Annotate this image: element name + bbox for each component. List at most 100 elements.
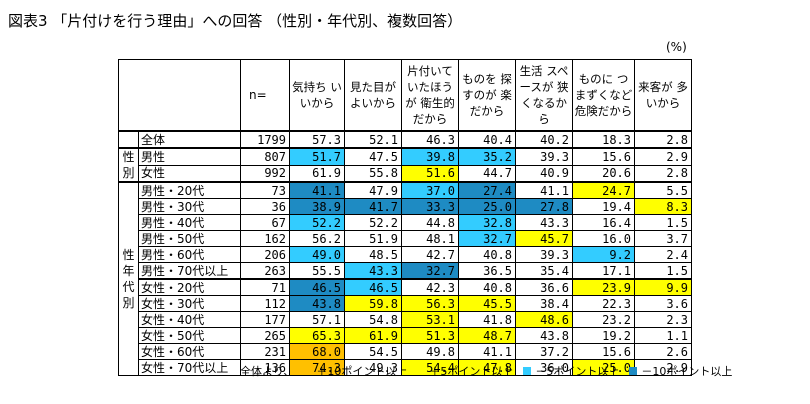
row-label: 女性 bbox=[138, 164, 241, 183]
legend-label-orange: ＋10ポイント以上 bbox=[316, 365, 408, 378]
header-col-7: 来客が 多いから bbox=[634, 59, 692, 132]
value-cell: 33.3 bbox=[401, 198, 459, 215]
value-cell: 39.3 bbox=[515, 147, 573, 166]
value-cell: 15.6 bbox=[572, 343, 635, 360]
value-cell: 74.3 bbox=[289, 359, 345, 376]
value-cell: 42.7 bbox=[401, 246, 459, 263]
value-cell: 49.8 bbox=[401, 343, 459, 360]
value-cell: 51.3 bbox=[401, 327, 459, 344]
value-cell: 53.1 bbox=[401, 311, 459, 328]
legend-label-blue: －10ポイント以上 bbox=[641, 365, 733, 378]
value-cell: 52.1 bbox=[344, 130, 402, 149]
header-col-2: 見た目が よいから bbox=[344, 59, 402, 132]
n-cell: 231 bbox=[240, 343, 290, 360]
row-label: 女性・60代 bbox=[138, 343, 241, 360]
value-cell: 51.7 bbox=[289, 147, 345, 166]
row-label: 女性・50代 bbox=[138, 327, 241, 344]
value-cell: 52.2 bbox=[289, 214, 345, 231]
value-cell: 23.2 bbox=[572, 311, 635, 328]
value-cell: 23.9 bbox=[572, 278, 635, 296]
value-cell: 51.6 bbox=[401, 164, 459, 183]
value-cell: 49.0 bbox=[289, 246, 345, 263]
table-row: 女性・50代 265 65.3 61.9 51.3 48.7 43.8 19.2 1.1 bbox=[119, 327, 692, 344]
n-cell: 206 bbox=[240, 246, 290, 263]
results-table: n= 気持ち いいから 見た目が よいから 片付いて いたほうが 衛生的 だから… bbox=[118, 59, 692, 376]
row-label: 女性・70代以上 bbox=[138, 359, 241, 376]
value-cell: 61.9 bbox=[289, 164, 345, 183]
value-cell: 38.4 bbox=[515, 295, 573, 312]
value-cell: 41.1 bbox=[289, 181, 345, 199]
value-cell: 41.1 bbox=[458, 343, 516, 360]
row-label: 全体 bbox=[138, 130, 241, 149]
table-row: 性 別男性 807 51.7 47.5 39.8 35.2 39.3 15.6 2.9 bbox=[118, 147, 692, 183]
value-cell: 48.5 bbox=[344, 246, 402, 263]
table-row: 全体 1799 57.3 52.1 46.3 40.4 40.2 18.3 2.8 bbox=[118, 130, 692, 149]
value-cell: 9.2 bbox=[572, 246, 635, 263]
value-cell: 19.4 bbox=[572, 198, 635, 215]
value-cell: 32.8 bbox=[458, 214, 516, 231]
n-cell: 263 bbox=[240, 262, 290, 280]
value-cell: 48.7 bbox=[458, 327, 516, 344]
n-cell: 177 bbox=[240, 311, 290, 328]
header-col-6: ものに つまずくなど 危険だから bbox=[572, 59, 635, 132]
table-row: 男性・40代 67 52.2 52.2 44.8 32.8 43.3 16.4 1.5 bbox=[119, 214, 692, 231]
legend-swatch-lightblue bbox=[523, 367, 532, 375]
value-cell: 2.6 bbox=[634, 343, 692, 360]
value-cell: 39.3 bbox=[515, 246, 573, 263]
value-cell: 54.5 bbox=[344, 343, 402, 360]
row-label: 男性・70代以上 bbox=[138, 262, 241, 280]
table-row: 男性・50代 162 56.2 51.9 48.1 32.7 45.7 16.0 3.7 bbox=[119, 230, 692, 247]
table-row: 男性・70代以上 263 55.5 43.3 32.7 36.5 35.4 17.1 1.5 bbox=[119, 262, 692, 280]
n-cell: 807 bbox=[240, 147, 290, 166]
value-cell: 43.8 bbox=[515, 327, 573, 344]
value-cell: 24.7 bbox=[572, 181, 635, 199]
value-cell: 9.9 bbox=[634, 278, 692, 296]
table-row: 女性・60代 231 68.0 54.5 49.8 41.1 37.2 15.6 2.6 bbox=[119, 343, 692, 360]
header-n: n= bbox=[240, 59, 290, 132]
value-cell: 47.9 bbox=[344, 181, 402, 199]
value-cell: 46.5 bbox=[344, 278, 402, 296]
group-label-age: 性 年 代 別 bbox=[118, 181, 139, 376]
value-cell: 55.5 bbox=[289, 262, 345, 280]
value-cell: 18.3 bbox=[572, 130, 635, 149]
value-cell: 56.3 bbox=[401, 295, 459, 312]
n-cell: 265 bbox=[240, 327, 290, 344]
n-cell: 71 bbox=[240, 278, 290, 296]
row-label: 男性・60代 bbox=[138, 246, 241, 263]
legend-prefix: 全体より、 bbox=[240, 365, 295, 378]
table-row: 女性・20代 71 46.5 46.5 42.3 40.8 36.6 23.9 9.9 bbox=[119, 278, 692, 296]
value-cell: 65.3 bbox=[289, 327, 345, 344]
value-cell: 25.0 bbox=[458, 198, 516, 215]
value-cell: 2.9 bbox=[634, 147, 692, 166]
value-cell: 27.8 bbox=[515, 198, 573, 215]
value-cell: 5.5 bbox=[634, 181, 692, 199]
value-cell: 56.2 bbox=[289, 230, 345, 247]
value-cell: 1.5 bbox=[634, 262, 692, 280]
n-cell: 1799 bbox=[240, 130, 290, 149]
value-cell: 43.3 bbox=[515, 214, 573, 231]
value-cell: 52.2 bbox=[344, 214, 402, 231]
value-cell: 16.0 bbox=[572, 230, 635, 247]
value-cell: 1.1 bbox=[634, 327, 692, 344]
value-cell: 16.4 bbox=[572, 214, 635, 231]
value-cell: 3.6 bbox=[634, 295, 692, 312]
row-label: 男性・40代 bbox=[138, 214, 241, 231]
table-row: 女性・70代以上 136 74.3 49.3 54.4 47.8 36.0 25.0 2.9 bbox=[119, 359, 692, 376]
group-label-sex: 性 別 bbox=[118, 147, 139, 183]
value-cell: 49.3 bbox=[344, 359, 402, 376]
value-cell: 39.8 bbox=[401, 147, 459, 166]
value-cell: 41.7 bbox=[344, 198, 402, 215]
value-cell: 40.9 bbox=[515, 164, 573, 183]
value-cell: 25.0 bbox=[572, 359, 635, 376]
group-cell-blank bbox=[118, 130, 139, 149]
value-cell: 40.4 bbox=[458, 130, 516, 149]
value-cell: 43.8 bbox=[289, 295, 345, 312]
value-cell: 20.6 bbox=[572, 164, 635, 183]
value-cell: 40.8 bbox=[458, 246, 516, 263]
value-cell: 45.7 bbox=[515, 230, 573, 247]
value-cell: 44.8 bbox=[401, 214, 459, 231]
legend-swatch-orange bbox=[304, 367, 313, 375]
value-cell: 51.9 bbox=[344, 230, 402, 247]
value-cell: 61.9 bbox=[344, 327, 402, 344]
chart-title: 図表3 「片付けを行う理由」への回答 （性別・年代別、複数回答） bbox=[8, 12, 463, 30]
